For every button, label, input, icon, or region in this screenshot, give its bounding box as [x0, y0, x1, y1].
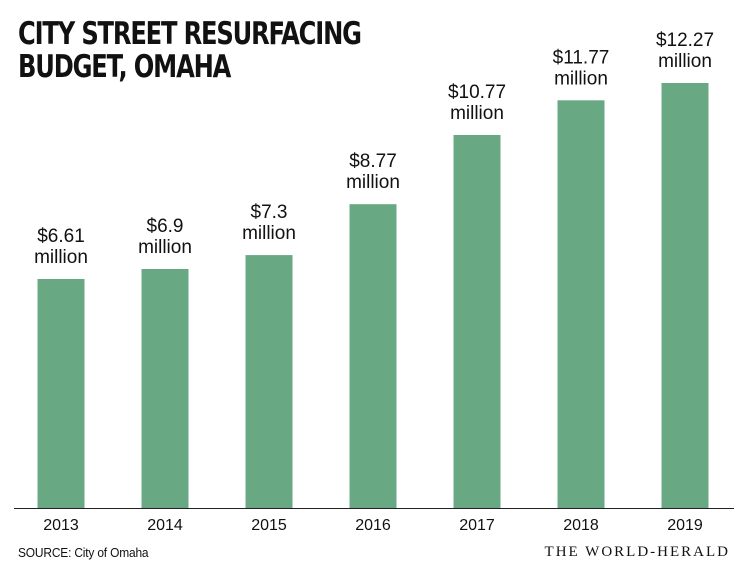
value-label-2018: $11.77 million — [553, 47, 610, 89]
bar-2018 — [557, 100, 605, 509]
value-unit: million — [658, 51, 712, 72]
publisher-logo: THE WORLD-HERALD — [544, 544, 730, 560]
value-label-2015: $7.3 million — [242, 202, 296, 244]
value-unit: million — [346, 172, 400, 193]
source-note: SOURCE: City of Omaha — [18, 545, 149, 560]
value-label-2019: $12.27 million — [656, 30, 714, 72]
value-unit: million — [138, 237, 192, 258]
bar-2014 — [141, 269, 189, 508]
bars-group — [37, 83, 709, 509]
x-tick-label-2015: 2015 — [251, 517, 287, 534]
x-tick-label-2019: 2019 — [667, 517, 703, 534]
x-tick-label-2013: 2013 — [43, 517, 79, 534]
value-label-2014: $6.9 million — [138, 216, 192, 258]
x-tick-label-2014: 2014 — [147, 517, 183, 534]
value-unit: million — [554, 68, 608, 89]
value-label-2016: $8.77 million — [346, 151, 400, 193]
value-amount: $11.77 — [553, 47, 610, 68]
value-amount: $10.77 — [448, 82, 506, 103]
value-unit: million — [450, 103, 504, 124]
x-tick-labels-group: 2013 2014 2015 2016 2017 2018 2019 — [43, 517, 703, 534]
chart-title-line-1: CITY STREET RESURFACING — [18, 16, 362, 52]
bar-2016 — [349, 204, 397, 508]
bar-2019 — [661, 83, 709, 508]
chart-title-line-2: BUDGET, OMAHA — [18, 49, 231, 85]
value-amount: $6.61 — [37, 226, 85, 247]
bar-2013 — [37, 279, 85, 508]
value-unit: million — [34, 247, 88, 268]
value-amount: $6.9 — [147, 216, 184, 237]
x-tick-label-2016: 2016 — [355, 517, 391, 534]
value-labels-group: $6.61 million$6.9 million$7.3 million$8.77 m… — [34, 30, 714, 268]
chart-title: CITY STREET RESURFACING BUDGET, OMAHA — [18, 16, 362, 85]
value-label-2013: $6.61 million — [34, 226, 88, 268]
value-amount: $7.3 — [251, 202, 288, 223]
value-label-2017: $10.77 million — [448, 82, 506, 124]
bar-2015 — [245, 255, 293, 508]
value-amount: $8.77 — [349, 151, 397, 172]
x-tick-label-2018: 2018 — [563, 517, 599, 534]
bar-2017 — [453, 135, 501, 508]
value-amount: $12.27 — [656, 30, 714, 51]
value-unit: million — [242, 223, 296, 244]
x-tick-label-2017: 2017 — [459, 517, 495, 534]
